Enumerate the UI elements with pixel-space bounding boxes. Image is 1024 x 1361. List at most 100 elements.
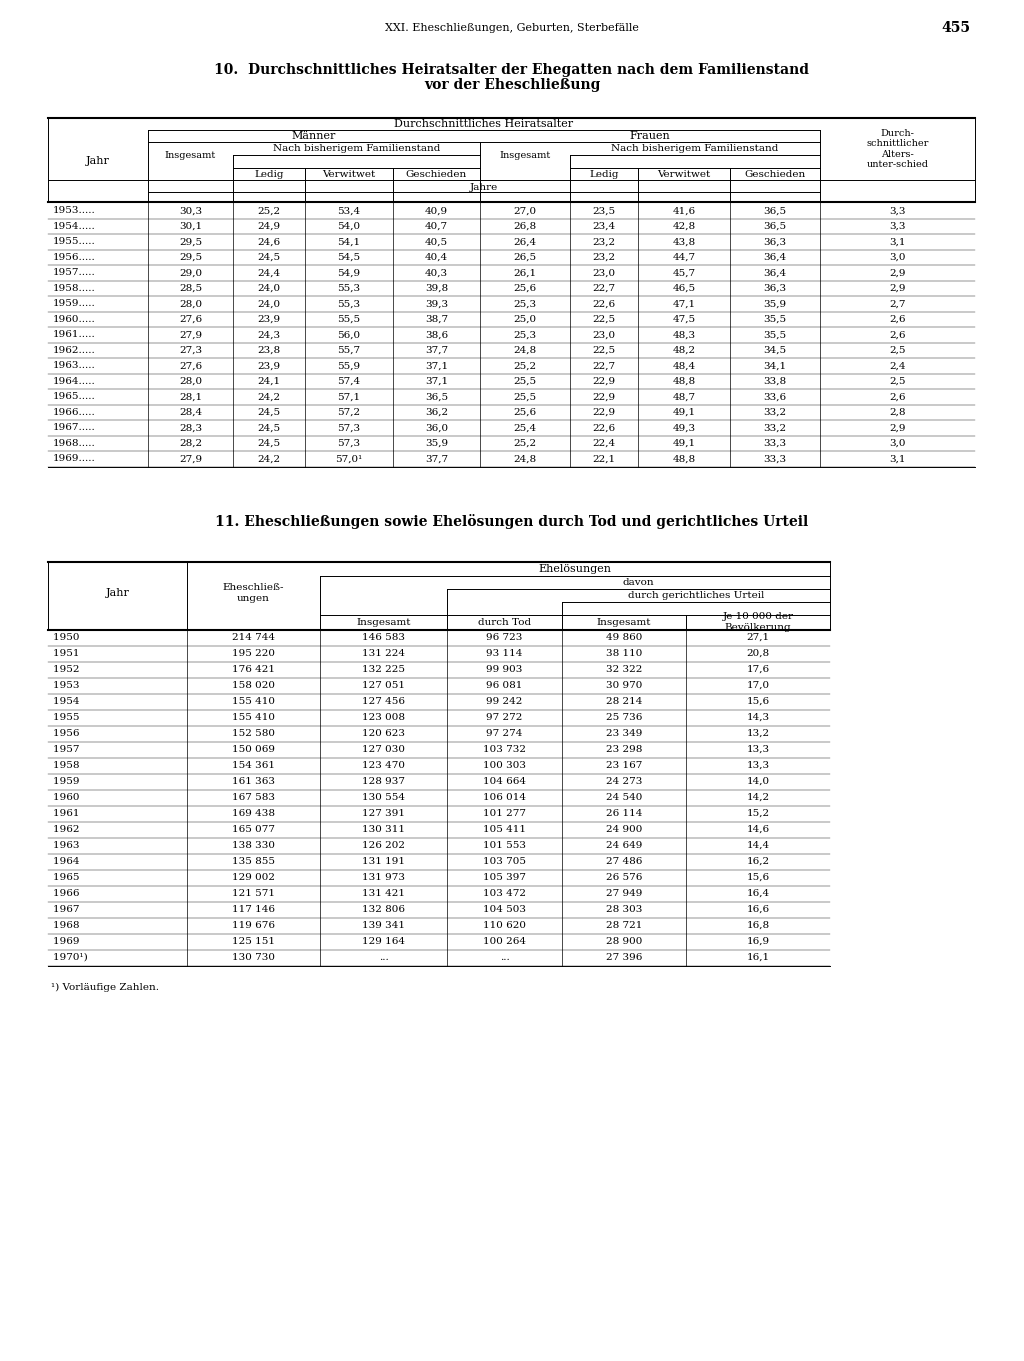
Text: 125 151: 125 151 — [232, 936, 275, 946]
Text: 14,4: 14,4 — [746, 841, 770, 851]
Text: 57,4: 57,4 — [338, 377, 360, 385]
Text: 132 806: 132 806 — [362, 905, 406, 915]
Text: 121 571: 121 571 — [232, 889, 275, 898]
Text: 2,6: 2,6 — [889, 392, 906, 401]
Text: 14,3: 14,3 — [746, 713, 770, 721]
Text: 14,6: 14,6 — [746, 825, 770, 834]
Text: 1960: 1960 — [53, 793, 125, 802]
Text: 23,2: 23,2 — [593, 237, 615, 246]
Text: XXI. Eheschließungen, Geburten, Sterbefälle: XXI. Eheschließungen, Geburten, Sterbefä… — [385, 23, 639, 33]
Text: 28,2: 28,2 — [179, 438, 202, 448]
Text: 25,4: 25,4 — [513, 423, 537, 433]
Text: 2,6: 2,6 — [889, 314, 906, 324]
Text: Nach bisherigem Familienstand: Nach bisherigem Familienstand — [272, 144, 440, 152]
Text: 25,3: 25,3 — [513, 331, 537, 339]
Text: 35,5: 35,5 — [764, 331, 786, 339]
Text: 2,4: 2,4 — [889, 361, 906, 370]
Text: 22,4: 22,4 — [593, 438, 615, 448]
Text: 1968: 1968 — [53, 921, 125, 930]
Text: 1960.....: 1960..... — [53, 314, 96, 324]
Text: 55,5: 55,5 — [338, 314, 360, 324]
Text: 1966: 1966 — [53, 889, 125, 898]
Text: 44,7: 44,7 — [673, 253, 695, 261]
Text: 2,8: 2,8 — [889, 408, 906, 416]
Text: 127 030: 127 030 — [362, 744, 406, 754]
Text: 155 410: 155 410 — [232, 713, 275, 721]
Text: 57,3: 57,3 — [338, 423, 360, 433]
Text: 110 620: 110 620 — [483, 921, 526, 930]
Text: 29,5: 29,5 — [179, 253, 202, 261]
Text: 27 486: 27 486 — [606, 857, 642, 866]
Text: 26,4: 26,4 — [513, 237, 537, 246]
Text: 24,1: 24,1 — [257, 377, 281, 385]
Text: 1967: 1967 — [53, 905, 125, 915]
Text: 117 146: 117 146 — [232, 905, 275, 915]
Text: 165 077: 165 077 — [232, 825, 275, 834]
Text: 97 272: 97 272 — [486, 713, 522, 721]
Text: 146 583: 146 583 — [362, 633, 406, 642]
Text: 1963: 1963 — [53, 841, 125, 851]
Text: 48,3: 48,3 — [673, 331, 695, 339]
Text: 40,5: 40,5 — [425, 237, 449, 246]
Text: 40,3: 40,3 — [425, 268, 449, 278]
Text: 54,5: 54,5 — [338, 253, 360, 261]
Text: 47,1: 47,1 — [673, 299, 695, 308]
Text: Verwitwet: Verwitwet — [323, 170, 376, 178]
Text: 1961: 1961 — [53, 808, 125, 818]
Text: 130 311: 130 311 — [362, 825, 406, 834]
Text: 1965.....: 1965..... — [53, 392, 96, 401]
Text: 23,4: 23,4 — [593, 222, 615, 231]
Text: 150 069: 150 069 — [232, 744, 275, 754]
Text: 103 472: 103 472 — [483, 889, 526, 898]
Text: 24,6: 24,6 — [257, 237, 281, 246]
Text: 15,6: 15,6 — [746, 872, 770, 882]
Text: Jahr: Jahr — [105, 588, 129, 597]
Text: 29,0: 29,0 — [179, 268, 202, 278]
Text: 101 553: 101 553 — [483, 841, 526, 851]
Text: 22,6: 22,6 — [593, 299, 615, 308]
Text: 36,3: 36,3 — [764, 283, 786, 293]
Text: 15,6: 15,6 — [746, 697, 770, 706]
Text: 119 676: 119 676 — [232, 921, 275, 930]
Text: 26,8: 26,8 — [513, 222, 537, 231]
Text: 41,6: 41,6 — [673, 207, 695, 215]
Text: 38,7: 38,7 — [425, 314, 449, 324]
Text: Ledig: Ledig — [254, 170, 284, 178]
Text: 28,3: 28,3 — [179, 423, 202, 433]
Text: 14,0: 14,0 — [746, 777, 770, 787]
Text: 48,7: 48,7 — [673, 392, 695, 401]
Text: 36,3: 36,3 — [764, 237, 786, 246]
Text: 15,2: 15,2 — [746, 808, 770, 818]
Text: Nach bisherigem Familienstand: Nach bisherigem Familienstand — [611, 144, 778, 152]
Text: 167 583: 167 583 — [232, 793, 275, 802]
Text: 25 736: 25 736 — [606, 713, 642, 721]
Text: 28,0: 28,0 — [179, 377, 202, 385]
Text: 126 202: 126 202 — [362, 841, 406, 851]
Text: Geschieden: Geschieden — [406, 170, 467, 178]
Text: 25,2: 25,2 — [513, 361, 537, 370]
Text: 130 554: 130 554 — [362, 793, 406, 802]
Text: 1957: 1957 — [53, 744, 125, 754]
Text: 11. Eheschließungen sowie Ehelösungen durch Tod und gerichtliches Urteil: 11. Eheschließungen sowie Ehelösungen du… — [215, 514, 809, 529]
Text: 24,5: 24,5 — [257, 408, 281, 416]
Text: 1962.....: 1962..... — [53, 346, 96, 355]
Text: 24,8: 24,8 — [513, 455, 537, 463]
Text: 36,4: 36,4 — [764, 253, 786, 261]
Text: 46,5: 46,5 — [673, 283, 695, 293]
Text: 57,1: 57,1 — [338, 392, 360, 401]
Text: 28 214: 28 214 — [606, 697, 642, 706]
Text: 37,7: 37,7 — [425, 346, 449, 355]
Text: 55,3: 55,3 — [338, 283, 360, 293]
Text: 23 349: 23 349 — [606, 729, 642, 738]
Text: 27,6: 27,6 — [179, 314, 202, 324]
Text: 37,1: 37,1 — [425, 377, 449, 385]
Text: 32 322: 32 322 — [606, 666, 642, 674]
Text: 38,6: 38,6 — [425, 331, 449, 339]
Text: Jahr: Jahr — [86, 157, 110, 166]
Text: 17,0: 17,0 — [746, 680, 770, 690]
Text: 132 225: 132 225 — [362, 666, 406, 674]
Text: 49,1: 49,1 — [673, 408, 695, 416]
Text: 28,0: 28,0 — [179, 299, 202, 308]
Text: durch gerichtliches Urteil: durch gerichtliches Urteil — [628, 591, 764, 599]
Text: 27 396: 27 396 — [606, 953, 642, 962]
